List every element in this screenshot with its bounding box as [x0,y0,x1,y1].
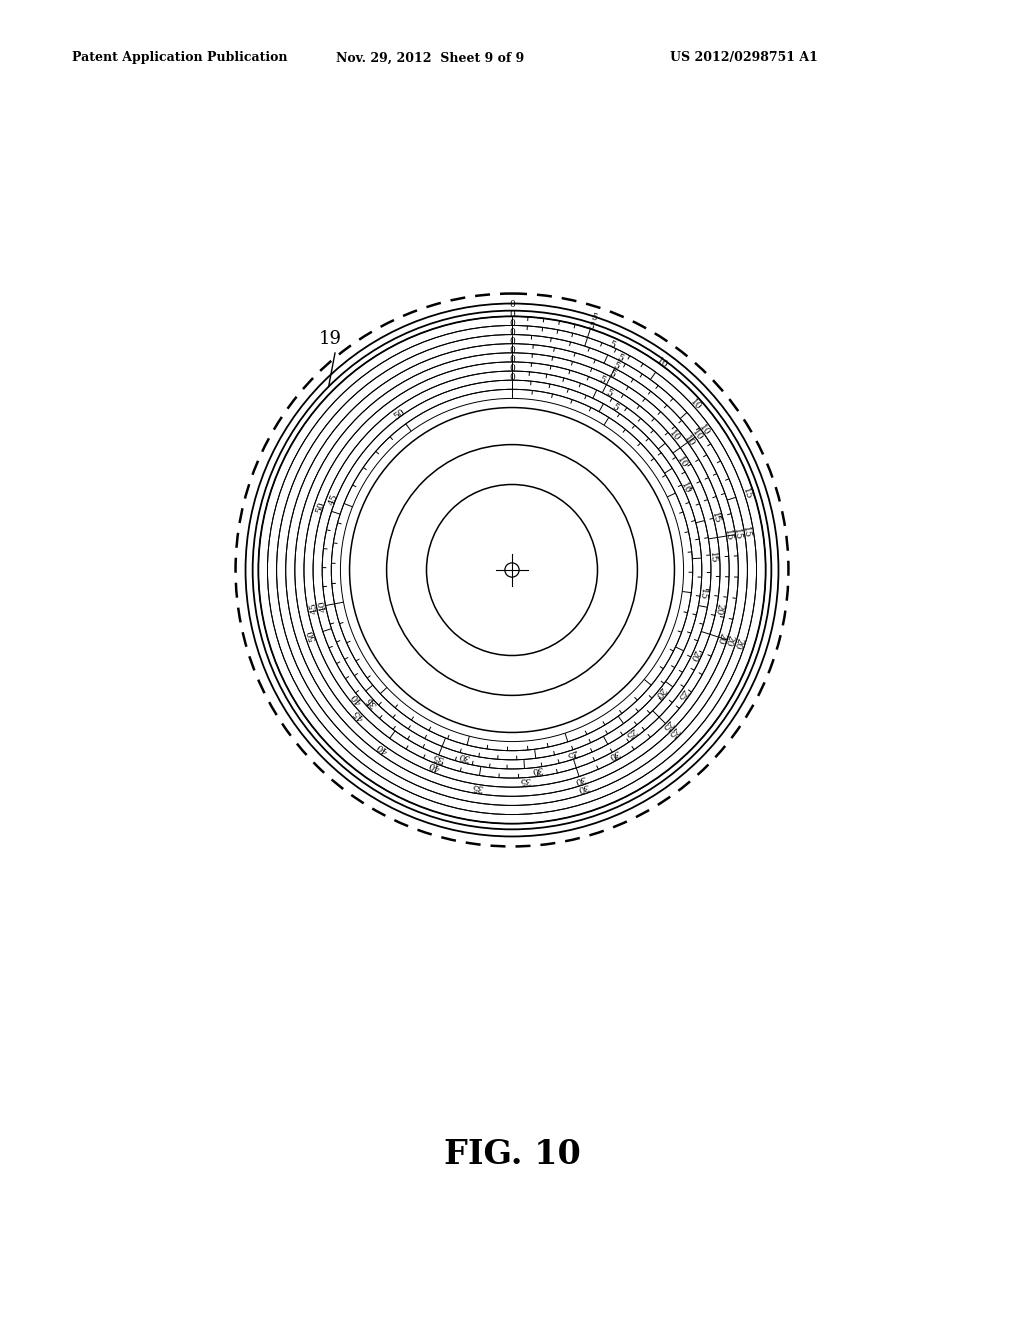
Text: 10: 10 [679,480,692,495]
Text: 20: 20 [653,685,667,700]
Text: 35: 35 [431,751,445,763]
Text: 15: 15 [732,528,743,541]
Text: 25: 25 [623,726,638,739]
Text: 40: 40 [317,599,329,612]
Text: 5: 5 [611,360,621,372]
Text: 10: 10 [675,455,689,470]
Text: 30: 30 [575,781,590,793]
Text: 5: 5 [607,370,616,380]
Text: 45: 45 [309,601,319,614]
Text: 20: 20 [713,603,724,616]
Text: 40: 40 [350,690,365,706]
Text: 5: 5 [587,321,595,331]
Text: 35: 35 [365,694,379,709]
Text: 0: 0 [509,300,515,309]
Text: 0: 0 [509,310,515,318]
Text: 10: 10 [683,434,696,449]
Text: 10: 10 [667,429,681,444]
Text: 20: 20 [732,636,744,651]
Text: 30: 30 [573,772,587,785]
Text: 10: 10 [655,356,670,370]
Text: 25: 25 [659,718,675,733]
Text: 15: 15 [740,487,753,500]
Text: 0: 0 [509,327,515,337]
Text: 35: 35 [471,781,484,792]
Text: 10: 10 [688,397,702,412]
Text: 10: 10 [690,429,703,444]
Text: 40: 40 [428,759,441,772]
Text: 20: 20 [715,631,727,644]
Text: 0: 0 [509,374,515,383]
Text: 0: 0 [509,346,515,355]
Text: 15: 15 [710,511,722,524]
Text: 50: 50 [314,500,327,515]
Text: 45: 45 [327,492,340,507]
Text: 25: 25 [675,686,689,701]
Text: 20: 20 [687,648,700,663]
Text: 15: 15 [708,552,718,564]
Text: 30: 30 [531,764,544,775]
Text: 25: 25 [667,725,681,739]
Text: Nov. 29, 2012  Sheet 9 of 9: Nov. 29, 2012 Sheet 9 of 9 [336,51,524,65]
Text: 35: 35 [519,775,531,785]
Text: 20: 20 [723,634,735,647]
Text: 0: 0 [509,337,515,346]
Text: 15: 15 [741,527,752,540]
Text: 50: 50 [306,628,318,642]
Text: 0: 0 [509,318,515,327]
Text: Patent Application Publication: Patent Application Publication [72,51,288,65]
Text: 0: 0 [509,364,515,374]
Text: 5: 5 [597,375,606,385]
Text: FIG. 10: FIG. 10 [443,1138,581,1172]
Text: 45: 45 [351,706,366,721]
Text: US 2012/0298751 A1: US 2012/0298751 A1 [670,51,818,65]
Text: 5: 5 [590,313,598,322]
Text: 15: 15 [723,529,734,543]
Text: 30: 30 [458,750,471,762]
Text: 5: 5 [608,339,616,350]
Text: 5: 5 [615,352,625,363]
Text: 5: 5 [604,388,613,399]
Text: 15: 15 [697,587,708,601]
Text: 10: 10 [697,422,712,438]
Text: 19: 19 [318,330,341,348]
Text: 50: 50 [392,408,407,421]
Text: 0: 0 [509,355,515,364]
Text: 5: 5 [610,403,620,413]
Text: 25: 25 [564,747,579,759]
Text: 40: 40 [376,741,390,755]
Text: 30: 30 [606,747,621,762]
